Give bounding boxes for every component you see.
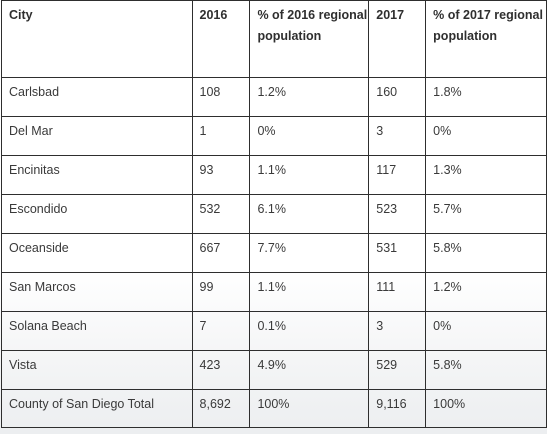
cell-2017: 531 bbox=[368, 233, 427, 273]
cell-pct-2016: 100% bbox=[249, 389, 370, 428]
cell-2017: 523 bbox=[368, 194, 427, 234]
cell-2016: 532 bbox=[191, 194, 251, 234]
cell-pct-2017: 1.8% bbox=[425, 77, 547, 117]
table-row: Del Mar 1 0% 3 0% bbox=[1, 116, 547, 156]
cell-pct-2016: 1.1% bbox=[249, 155, 370, 195]
header-row: City 2016 % of 2016 regional population … bbox=[1, 0, 547, 78]
cell-2016: 8,692 bbox=[191, 389, 251, 428]
cell-pct-2016: 0.1% bbox=[249, 311, 370, 351]
table-row: Carlsbad 108 1.2% 160 1.8% bbox=[1, 77, 547, 117]
cell-city: Carlsbad bbox=[1, 77, 193, 117]
cell-pct-2016: 1.2% bbox=[249, 77, 370, 117]
cell-2016: 1 bbox=[191, 116, 251, 156]
header-city: City bbox=[1, 0, 193, 78]
cell-2016: 108 bbox=[191, 77, 251, 117]
cell-2017: 117 bbox=[368, 155, 427, 195]
cell-pct-2017: 0% bbox=[425, 116, 547, 156]
cell-pct-2017: 1.2% bbox=[425, 272, 547, 312]
cell-2016: 7 bbox=[191, 311, 251, 351]
cell-city: County of San Diego Total bbox=[1, 389, 193, 428]
table-header: City 2016 % of 2016 regional population … bbox=[1, 0, 547, 78]
cell-pct-2016: 0% bbox=[249, 116, 370, 156]
header-2016: 2016 bbox=[191, 0, 251, 78]
cell-2016: 423 bbox=[191, 350, 251, 390]
cell-pct-2017: 100% bbox=[425, 389, 547, 428]
cell-pct-2016: 4.9% bbox=[249, 350, 370, 390]
table-row: Solana Beach 7 0.1% 3 0% bbox=[1, 311, 547, 351]
cell-city: Escondido bbox=[1, 194, 193, 234]
cell-pct-2016: 6.1% bbox=[249, 194, 370, 234]
cell-city: Del Mar bbox=[1, 116, 193, 156]
cell-2016: 99 bbox=[191, 272, 251, 312]
cell-city: San Marcos bbox=[1, 272, 193, 312]
cell-2017: 160 bbox=[368, 77, 427, 117]
cell-pct-2017: 5.8% bbox=[425, 233, 547, 273]
table-row: Encinitas 93 1.1% 117 1.3% bbox=[1, 155, 547, 195]
table-row: Vista 423 4.9% 529 5.8% bbox=[1, 350, 547, 390]
table-row-total: County of San Diego Total 8,692 100% 9,1… bbox=[1, 389, 547, 428]
table-body: Carlsbad 108 1.2% 160 1.8% Del Mar 1 0% … bbox=[1, 77, 547, 428]
cell-city: Encinitas bbox=[1, 155, 193, 195]
cell-2016: 93 bbox=[191, 155, 251, 195]
table-row: Oceanside 667 7.7% 531 5.8% bbox=[1, 233, 547, 273]
header-pct-2016: % of 2016 regional population bbox=[249, 0, 370, 78]
table-row: San Marcos 99 1.1% 111 1.2% bbox=[1, 272, 547, 312]
cell-2017: 9,116 bbox=[368, 389, 427, 428]
cell-pct-2017: 5.8% bbox=[425, 350, 547, 390]
cell-pct-2017: 5.7% bbox=[425, 194, 547, 234]
table-row: Escondido 532 6.1% 523 5.7% bbox=[1, 194, 547, 234]
cell-2017: 111 bbox=[368, 272, 427, 312]
cell-pct-2016: 1.1% bbox=[249, 272, 370, 312]
cell-city: Solana Beach bbox=[1, 311, 193, 351]
header-2017: 2017 bbox=[368, 0, 427, 78]
cell-city: Oceanside bbox=[1, 233, 193, 273]
header-pct-2017: % of 2017 regional population bbox=[425, 0, 547, 78]
cell-2017: 3 bbox=[368, 116, 427, 156]
cell-2017: 529 bbox=[368, 350, 427, 390]
cell-pct-2017: 1.3% bbox=[425, 155, 547, 195]
cell-2016: 667 bbox=[191, 233, 251, 273]
cell-city: Vista bbox=[1, 350, 193, 390]
cell-pct-2016: 7.7% bbox=[249, 233, 370, 273]
cell-2017: 3 bbox=[368, 311, 427, 351]
cell-pct-2017: 0% bbox=[425, 311, 547, 351]
